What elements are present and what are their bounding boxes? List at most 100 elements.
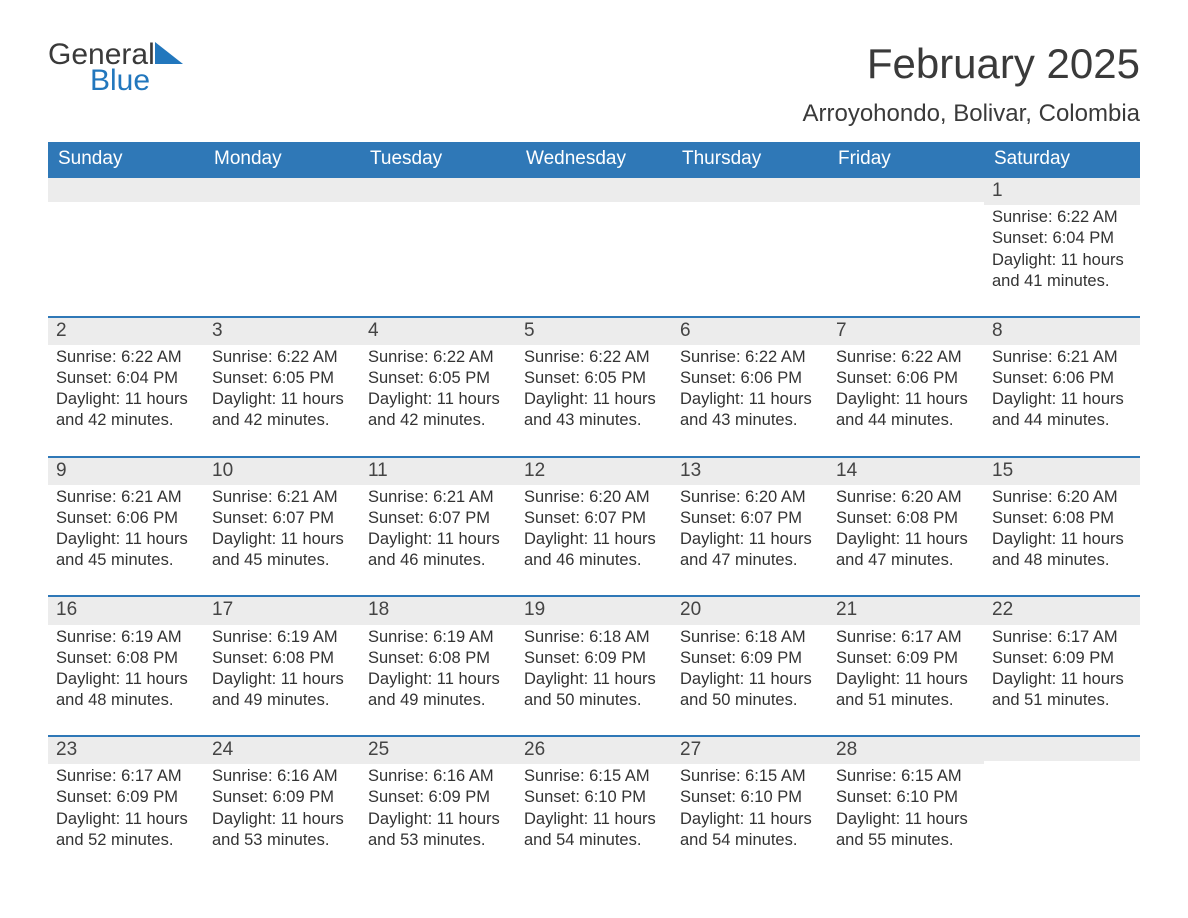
logo-word-blue: Blue <box>90 66 183 96</box>
day-cell: 1Sunrise: 6:22 AMSunset: 6:04 PMDaylight… <box>984 178 1140 316</box>
dow-tuesday: Tuesday <box>360 142 516 178</box>
sunrise-text: Sunrise: 6:16 AM <box>368 766 508 787</box>
day-number: 26 <box>516 737 672 764</box>
day-cell: 8Sunrise: 6:21 AMSunset: 6:06 PMDaylight… <box>984 318 1140 456</box>
daylight-text: Daylight: 11 hours and 42 minutes. <box>56 389 196 431</box>
day-cell: 20Sunrise: 6:18 AMSunset: 6:09 PMDayligh… <box>672 597 828 735</box>
sunrise-text: Sunrise: 6:20 AM <box>992 487 1132 508</box>
day-cell: 2Sunrise: 6:22 AMSunset: 6:04 PMDaylight… <box>48 318 204 456</box>
sunset-text: Sunset: 6:08 PM <box>836 508 976 529</box>
week-row: 9Sunrise: 6:21 AMSunset: 6:06 PMDaylight… <box>48 456 1140 596</box>
day-cell <box>516 178 672 316</box>
sunset-text: Sunset: 6:07 PM <box>368 508 508 529</box>
day-number: 27 <box>672 737 828 764</box>
day-number: 21 <box>828 597 984 624</box>
dow-monday: Monday <box>204 142 360 178</box>
day-cell: 27Sunrise: 6:15 AMSunset: 6:10 PMDayligh… <box>672 737 828 875</box>
sunrise-text: Sunrise: 6:22 AM <box>836 347 976 368</box>
day-cell: 26Sunrise: 6:15 AMSunset: 6:10 PMDayligh… <box>516 737 672 875</box>
daylight-text: Daylight: 11 hours and 48 minutes. <box>56 669 196 711</box>
day-number: 7 <box>828 318 984 345</box>
sunrise-text: Sunrise: 6:19 AM <box>368 627 508 648</box>
day-cell: 10Sunrise: 6:21 AMSunset: 6:07 PMDayligh… <box>204 458 360 596</box>
day-cell: 15Sunrise: 6:20 AMSunset: 6:08 PMDayligh… <box>984 458 1140 596</box>
day-number: 6 <box>672 318 828 345</box>
day-cell: 14Sunrise: 6:20 AMSunset: 6:08 PMDayligh… <box>828 458 984 596</box>
daylight-text: Daylight: 11 hours and 50 minutes. <box>680 669 820 711</box>
sunset-text: Sunset: 6:09 PM <box>56 787 196 808</box>
week-row: 23Sunrise: 6:17 AMSunset: 6:09 PMDayligh… <box>48 735 1140 875</box>
day-number: 16 <box>48 597 204 624</box>
sunset-text: Sunset: 6:08 PM <box>56 648 196 669</box>
daylight-text: Daylight: 11 hours and 48 minutes. <box>992 529 1132 571</box>
dow-saturday: Saturday <box>984 142 1140 178</box>
sunset-text: Sunset: 6:06 PM <box>680 368 820 389</box>
daylight-text: Daylight: 11 hours and 43 minutes. <box>680 389 820 431</box>
day-cell <box>48 178 204 316</box>
day-number: 20 <box>672 597 828 624</box>
day-number: 4 <box>360 318 516 345</box>
day-cell: 4Sunrise: 6:22 AMSunset: 6:05 PMDaylight… <box>360 318 516 456</box>
daylight-text: Daylight: 11 hours and 42 minutes. <box>212 389 352 431</box>
sunset-text: Sunset: 6:05 PM <box>524 368 664 389</box>
daylight-text: Daylight: 11 hours and 42 minutes. <box>368 389 508 431</box>
sunrise-text: Sunrise: 6:21 AM <box>992 347 1132 368</box>
daylight-text: Daylight: 11 hours and 47 minutes. <box>836 529 976 571</box>
day-cell <box>984 737 1140 875</box>
sunrise-text: Sunrise: 6:19 AM <box>212 627 352 648</box>
day-cell: 25Sunrise: 6:16 AMSunset: 6:09 PMDayligh… <box>360 737 516 875</box>
day-number: 19 <box>516 597 672 624</box>
daylight-text: Daylight: 11 hours and 41 minutes. <box>992 250 1132 292</box>
sunrise-text: Sunrise: 6:22 AM <box>524 347 664 368</box>
day-cell: 24Sunrise: 6:16 AMSunset: 6:09 PMDayligh… <box>204 737 360 875</box>
logo-text-block: General Blue <box>48 40 183 96</box>
page-title: February 2025 <box>802 40 1140 88</box>
sunset-text: Sunset: 6:10 PM <box>836 787 976 808</box>
sunrise-text: Sunrise: 6:22 AM <box>992 207 1132 228</box>
daylight-text: Daylight: 11 hours and 43 minutes. <box>524 389 664 431</box>
sunrise-text: Sunrise: 6:15 AM <box>680 766 820 787</box>
sunrise-text: Sunrise: 6:22 AM <box>368 347 508 368</box>
day-number <box>48 178 204 202</box>
day-number: 14 <box>828 458 984 485</box>
week-row: 2Sunrise: 6:22 AMSunset: 6:04 PMDaylight… <box>48 316 1140 456</box>
sunset-text: Sunset: 6:06 PM <box>992 368 1132 389</box>
day-of-week-header: Sunday Monday Tuesday Wednesday Thursday… <box>48 142 1140 178</box>
daylight-text: Daylight: 11 hours and 53 minutes. <box>368 809 508 851</box>
day-number: 12 <box>516 458 672 485</box>
day-number: 10 <box>204 458 360 485</box>
sunset-text: Sunset: 6:09 PM <box>368 787 508 808</box>
day-number <box>984 737 1140 761</box>
sunrise-text: Sunrise: 6:18 AM <box>524 627 664 648</box>
sunrise-text: Sunrise: 6:22 AM <box>56 347 196 368</box>
daylight-text: Daylight: 11 hours and 51 minutes. <box>992 669 1132 711</box>
daylight-text: Daylight: 11 hours and 53 minutes. <box>212 809 352 851</box>
dow-friday: Friday <box>828 142 984 178</box>
day-cell: 3Sunrise: 6:22 AMSunset: 6:05 PMDaylight… <box>204 318 360 456</box>
day-cell: 18Sunrise: 6:19 AMSunset: 6:08 PMDayligh… <box>360 597 516 735</box>
daylight-text: Daylight: 11 hours and 54 minutes. <box>680 809 820 851</box>
sunset-text: Sunset: 6:05 PM <box>368 368 508 389</box>
day-cell <box>672 178 828 316</box>
day-number: 9 <box>48 458 204 485</box>
day-cell <box>204 178 360 316</box>
day-cell <box>360 178 516 316</box>
sunrise-text: Sunrise: 6:20 AM <box>680 487 820 508</box>
sunrise-text: Sunrise: 6:21 AM <box>212 487 352 508</box>
day-cell: 28Sunrise: 6:15 AMSunset: 6:10 PMDayligh… <box>828 737 984 875</box>
day-number: 8 <box>984 318 1140 345</box>
sunset-text: Sunset: 6:04 PM <box>56 368 196 389</box>
day-number: 17 <box>204 597 360 624</box>
day-cell: 5Sunrise: 6:22 AMSunset: 6:05 PMDaylight… <box>516 318 672 456</box>
day-cell: 12Sunrise: 6:20 AMSunset: 6:07 PMDayligh… <box>516 458 672 596</box>
daylight-text: Daylight: 11 hours and 51 minutes. <box>836 669 976 711</box>
daylight-text: Daylight: 11 hours and 46 minutes. <box>368 529 508 571</box>
day-cell: 22Sunrise: 6:17 AMSunset: 6:09 PMDayligh… <box>984 597 1140 735</box>
logo: General Blue <box>48 40 183 96</box>
day-cell: 16 Sunrise: 6:19 AMSunset: 6:08 PMDayligh… <box>48 597 204 735</box>
week-row: 1Sunrise: 6:22 AMSunset: 6:04 PMDaylight… <box>48 178 1140 316</box>
day-number: 15 <box>984 458 1140 485</box>
sunrise-text: Sunrise: 6:19 AM <box>56 627 196 648</box>
sunrise-text: Sunrise: 6:15 AM <box>524 766 664 787</box>
daylight-text: Daylight: 11 hours and 49 minutes. <box>368 669 508 711</box>
